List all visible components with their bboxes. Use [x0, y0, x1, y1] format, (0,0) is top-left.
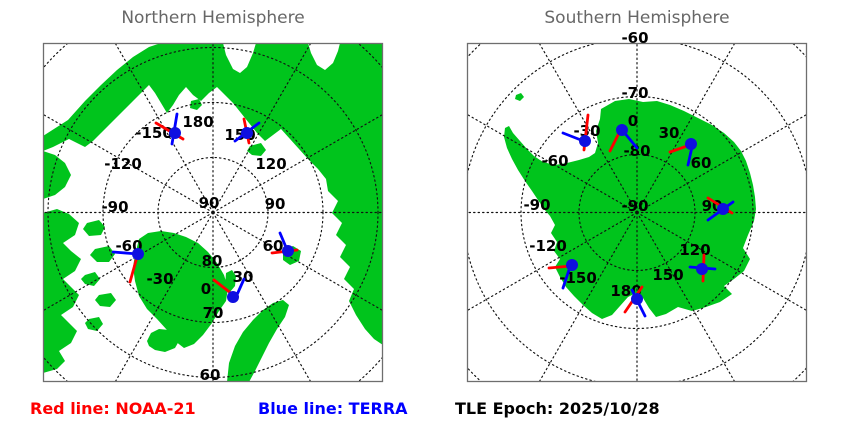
meridian-line	[636, 211, 807, 312]
graticule-label: 90	[265, 195, 286, 213]
graticule-label: -90	[523, 196, 550, 214]
latitude-circle	[102, 101, 324, 324]
noaa21-track-line	[128, 255, 139, 284]
terra-track-line	[561, 265, 572, 290]
graticule-label: 70	[203, 304, 224, 322]
graticule-label: 60	[691, 154, 712, 172]
satellite-dot	[685, 138, 697, 150]
graticule-label: 0	[201, 280, 211, 298]
landmass	[43, 43, 383, 345]
graticule-label: 60	[263, 237, 284, 255]
graticule-label: -70	[621, 84, 648, 102]
graticule-label: -60	[541, 152, 568, 170]
meridian-line	[467, 113, 638, 214]
meridian-line	[212, 43, 312, 214]
south-hemisphere-map: -60 -70 -80 -90 0 30 60 90 120 150 180 -150 -120 -90-…	[466, 29, 808, 383]
meridian-line	[114, 211, 214, 382]
landmass	[81, 272, 100, 286]
north-map-canvas: 180-150 150-120 120-90 90-60 60-30 3009080706…	[42, 42, 384, 384]
legend-tle-epoch: TLE Epoch: 2025/10/28	[455, 399, 660, 418]
latitude-circle	[520, 95, 754, 330]
satellite-markers	[111, 112, 299, 303]
graticule-label: 80	[202, 252, 223, 270]
satellite-dot	[132, 248, 144, 260]
landmass	[90, 246, 115, 262]
graticule-label: -150	[135, 124, 173, 142]
south-hemisphere-title: Southern Hemisphere	[544, 8, 730, 28]
noaa21-track-line	[212, 278, 234, 296]
latitude-circle	[47, 46, 379, 379]
landmass	[225, 270, 236, 292]
meridian-line	[212, 211, 383, 312]
graticule-label: 60	[200, 366, 221, 384]
meridian-line	[538, 43, 638, 214]
graticule-label: -60	[621, 29, 648, 47]
satellite-dot	[227, 291, 239, 303]
landmass	[43, 209, 81, 373]
landmass	[227, 300, 289, 382]
graticule-label: 30	[233, 268, 254, 286]
graticule-label: -120	[529, 237, 567, 255]
meridian-line	[538, 211, 638, 382]
landmass	[147, 329, 179, 352]
map-labels: 180-150 150-120 120-90 90-60 60-30 3009080706…	[101, 113, 286, 384]
landmass	[95, 293, 116, 307]
landmass	[190, 99, 202, 110]
graticule-label: -80	[623, 142, 650, 160]
satellite-dot	[616, 124, 628, 136]
meridian-line	[114, 43, 214, 214]
landmass	[133, 231, 228, 348]
legend-noaa21: Red line: NOAA-21	[30, 399, 196, 418]
graticule-label: 120	[255, 155, 286, 173]
map-border	[42, 42, 384, 383]
graticule-label: 0	[628, 112, 638, 130]
satellite-dot	[169, 127, 181, 139]
landmass	[85, 317, 103, 331]
graticule-label: -120	[104, 155, 142, 173]
legend-terra: Blue line: TERRA	[258, 399, 408, 418]
satellite-markers	[547, 113, 735, 318]
north-hemisphere-map: 180 -150 150 -120 120 -90 90 -60 60 -30 30 0 90 80 70 6…	[42, 42, 384, 384]
meridian-line	[212, 113, 383, 214]
landmass	[43, 151, 71, 199]
satellite-dot	[631, 293, 643, 305]
satellite-dot	[241, 127, 253, 139]
graticule-label: 180	[182, 113, 213, 131]
meridian-line	[43, 113, 214, 214]
meridian-line	[636, 211, 736, 382]
map-border	[466, 42, 808, 383]
north-hemisphere-title: Northern Hemisphere	[121, 8, 305, 28]
graticule-label: 30	[659, 124, 680, 142]
satellite-dot	[717, 203, 729, 215]
south-map-canvas: -60-70-80-900306090120150180-150-120-90-…	[466, 29, 808, 383]
graticule-label: 150	[652, 266, 683, 284]
satellite-dot	[282, 245, 294, 257]
satellite-dot	[579, 135, 591, 147]
satellite-dot	[566, 259, 578, 271]
graticule-label: -90	[101, 198, 128, 216]
graticule-label: 120	[679, 241, 710, 259]
graticule-label: -30	[146, 270, 173, 288]
landmass	[83, 220, 105, 236]
meridian-line	[636, 43, 736, 214]
graticule-label: -90	[621, 197, 648, 215]
meridian-line	[43, 211, 214, 312]
meridian-line	[467, 211, 638, 312]
landmass	[515, 93, 524, 101]
graticule-label: 90	[199, 194, 220, 212]
meridian-line	[636, 113, 807, 214]
terra-track-line	[686, 145, 694, 167]
meridian-line	[212, 211, 312, 382]
map-content	[43, 43, 383, 382]
satellite-dot	[696, 263, 708, 275]
